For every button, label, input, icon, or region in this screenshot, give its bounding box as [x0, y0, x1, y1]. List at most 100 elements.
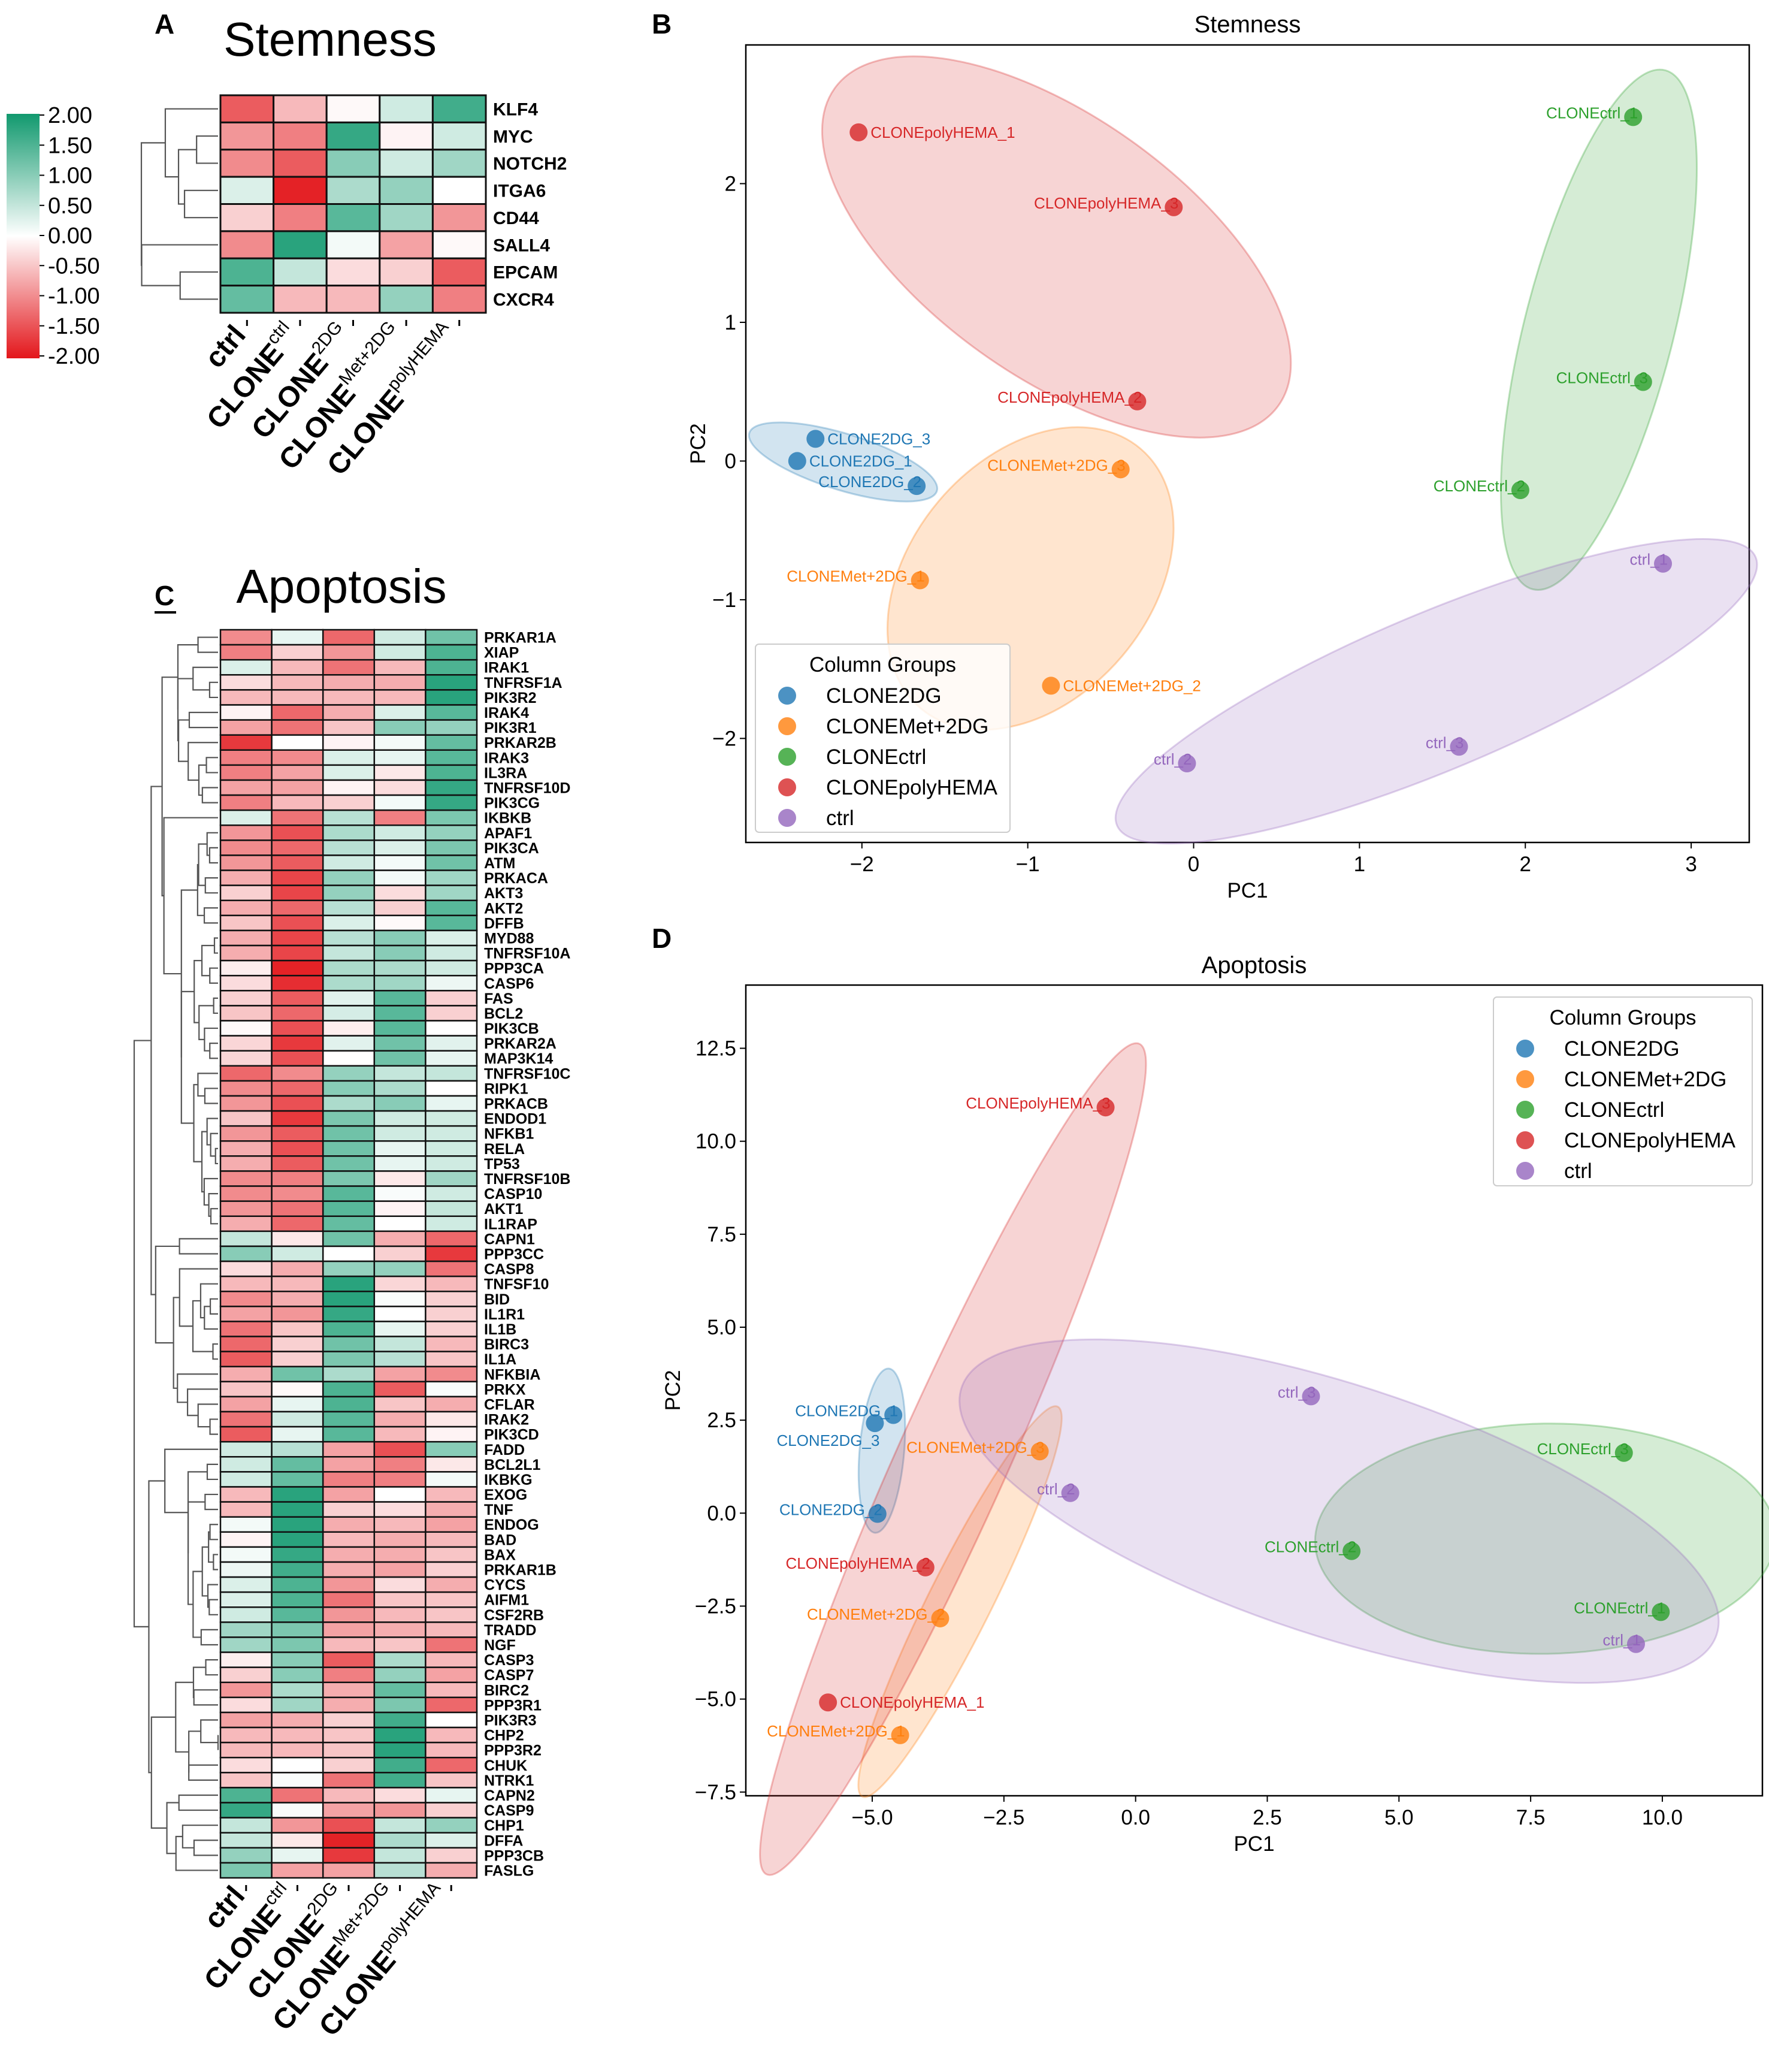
dendrogram-branch — [187, 1471, 207, 1554]
dendrogram-branch — [177, 149, 197, 205]
dendrogram-branch — [208, 1599, 218, 1615]
heatmap-cell — [219, 1381, 273, 1398]
data-point[interactable] — [849, 123, 868, 141]
legend-item-label[interactable]: CLONEMet+2DG — [826, 715, 988, 738]
group-ellipse — [1314, 1422, 1769, 1655]
heatmap-cell — [425, 1410, 478, 1428]
data-point[interactable] — [1652, 1603, 1670, 1621]
data-point[interactable] — [916, 1558, 935, 1576]
point-label: CLONE2DG_3 — [827, 430, 930, 448]
data-point[interactable] — [1624, 108, 1643, 126]
heatmap-cell — [219, 1817, 273, 1834]
heatmap-cell — [219, 1351, 273, 1367]
legend-item-label[interactable]: CLONEMet+2DG — [1564, 1068, 1726, 1091]
legend-item-label[interactable]: ctrl — [826, 807, 854, 830]
heatmap-cell — [322, 1440, 376, 1458]
point-label: CLONEpolyHEMA_3 — [1034, 194, 1178, 212]
data-point[interactable] — [1654, 554, 1673, 573]
heatmap-cell — [373, 1636, 427, 1653]
heatmap-row-label: APAF1 — [484, 825, 532, 842]
data-point[interactable] — [1511, 481, 1529, 500]
heatmap-cell — [325, 203, 381, 232]
heatmap-cell — [219, 1275, 273, 1292]
data-point[interactable] — [1061, 1484, 1079, 1502]
heatmap-cell — [425, 1200, 478, 1218]
heatmap-cell — [322, 1245, 376, 1262]
heatmap-cell — [373, 1200, 427, 1218]
heatmap-cell — [379, 257, 434, 287]
heatmap-cell — [219, 94, 275, 123]
data-point[interactable] — [1450, 738, 1468, 756]
heatmap-cell — [322, 1456, 376, 1473]
apoptosis-heatmap: PRKAR1AXIAPIRAK1TNFRSF1APIK3R2IRAK4PIK3R… — [133, 629, 570, 2042]
data-point[interactable] — [884, 1406, 903, 1424]
heatmap-cell — [271, 1606, 324, 1623]
dendrogram-branch — [179, 1238, 218, 1255]
data-point[interactable] — [1042, 676, 1060, 695]
legend-item-label[interactable]: CLONEpolyHEMA — [1564, 1129, 1736, 1152]
heatmap-cell — [425, 839, 478, 856]
legend-item-label[interactable]: CLONEctrl — [826, 745, 926, 769]
dendrogram-branch — [208, 1531, 214, 1563]
heatmap-cell — [325, 176, 381, 205]
heatmap-cell — [219, 974, 273, 992]
heatmap-cell — [219, 764, 273, 781]
heatmap-cell — [322, 839, 376, 856]
legend-item-label[interactable]: CLONE2DG — [826, 684, 942, 708]
data-point[interactable] — [819, 1693, 837, 1712]
legend-item-label[interactable]: CLONE2DG — [1564, 1037, 1680, 1061]
data-point[interactable] — [1178, 754, 1196, 773]
legend-marker — [778, 687, 796, 705]
dendrogram-branch — [213, 997, 218, 1014]
point-labels: CLONE2DG_1 CLONE2DG_2 CLONE2DG_3 CLONEMet+2… — [787, 104, 1668, 768]
heatmap-cell — [425, 1591, 478, 1608]
data-point[interactable] — [1614, 1443, 1633, 1462]
data-point[interactable] — [908, 477, 926, 496]
heatmap-cell — [271, 990, 324, 1007]
data-point[interactable] — [1096, 1098, 1115, 1117]
data-point[interactable] — [1302, 1387, 1320, 1406]
heatmap-cell — [373, 764, 427, 781]
heatmap-cell — [271, 1561, 324, 1578]
dendrogram-branch — [166, 1802, 179, 1854]
heatmap-cell — [373, 1080, 427, 1097]
heatmap-cell — [322, 1621, 376, 1638]
heatmap-cell — [373, 1215, 427, 1233]
heatmap-cell — [373, 1260, 427, 1277]
data-point[interactable] — [931, 1609, 949, 1627]
dendrogram-branch — [148, 1480, 165, 1774]
legend-item-label[interactable]: ctrl — [1564, 1159, 1592, 1183]
heatmap-cell — [425, 1306, 478, 1322]
data-point[interactable] — [866, 1414, 884, 1433]
heatmap-cell — [425, 1456, 478, 1473]
y-tick-label: 5.0 — [707, 1316, 736, 1339]
data-point[interactable] — [1165, 198, 1183, 216]
data-point[interactable] — [1634, 373, 1652, 391]
data-point[interactable] — [1111, 460, 1130, 479]
heatmap-cell — [219, 1200, 273, 1218]
heatmap-cell — [322, 629, 376, 646]
legend-item-label[interactable]: CLONEctrl — [1564, 1098, 1664, 1122]
x-tick-label: 5.0 — [1384, 1806, 1414, 1829]
heatmap-cell — [322, 1666, 376, 1683]
heatmap-row-label: BAD — [484, 1532, 516, 1548]
heatmap-cell — [322, 1095, 376, 1112]
heatmap-cell — [271, 854, 324, 871]
x-tick-label: 3 — [1685, 853, 1697, 876]
heatmap-cell — [219, 1050, 273, 1067]
heatmap-cell — [322, 1651, 376, 1668]
data-point[interactable] — [1626, 1635, 1645, 1653]
data-point[interactable] — [1030, 1442, 1049, 1461]
dendrogram-branch — [197, 1073, 218, 1097]
colorbar-tick-label: -2.00 — [48, 344, 100, 369]
data-point[interactable] — [806, 430, 825, 448]
data-point[interactable] — [1128, 392, 1147, 410]
data-point[interactable] — [1342, 1542, 1361, 1560]
data-point[interactable] — [911, 571, 929, 590]
legend-item-label[interactable]: CLONEpolyHEMA — [826, 776, 998, 799]
heatmap-row-label: PPP3R2 — [484, 1742, 542, 1759]
data-point[interactable] — [868, 1505, 887, 1523]
data-point[interactable] — [788, 452, 806, 470]
data-point[interactable] — [891, 1726, 909, 1744]
heatmap-cell — [373, 1847, 427, 1864]
